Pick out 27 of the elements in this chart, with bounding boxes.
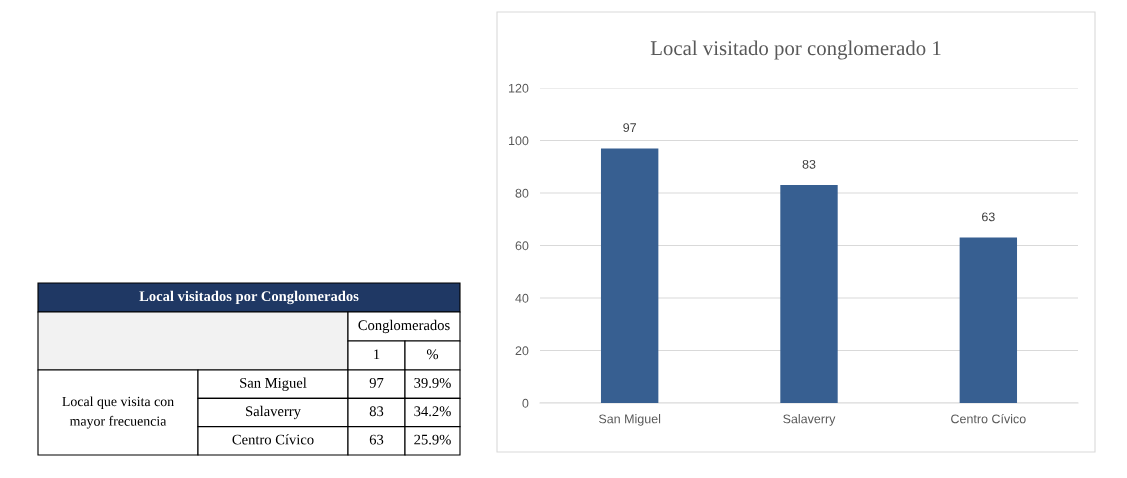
data-label: 63	[982, 212, 995, 222]
text: Conglomerados	[358, 319, 450, 334]
text: %	[426, 349, 439, 360]
y-tick-label: 0	[522, 398, 529, 408]
text: Local visitados por Conglomerados	[139, 290, 359, 305]
data-label: 83	[802, 159, 816, 169]
y-tick-label: 120	[508, 83, 529, 93]
text: 39.9%	[414, 377, 451, 388]
y-tick-label: 80	[515, 188, 529, 198]
text: Local que visita con mayor frecuencia	[62, 396, 174, 429]
text: 34.2%	[414, 406, 451, 417]
y-tick-label: 60	[515, 241, 529, 251]
category-label: San Miguel	[240, 377, 307, 391]
text: 1	[374, 349, 380, 360]
text: 25.9%	[414, 434, 451, 445]
text: 83	[369, 406, 384, 417]
x-tick-label: Centro Cívico	[951, 413, 1026, 424]
x-tick-label: San Miguel	[598, 414, 661, 426]
y-tick-label: 20	[515, 346, 529, 356]
data-label: 97	[623, 123, 636, 133]
y-tick-label: 100	[508, 136, 529, 146]
x-tick-label: Salaverry	[783, 414, 836, 426]
category-label: Centro Cívico	[232, 434, 314, 445]
chart-title: Local visitado por conglomerado 1	[650, 40, 941, 60]
text: 97	[369, 378, 384, 388]
y-tick-label: 40	[515, 293, 529, 303]
text: 63	[369, 434, 384, 445]
